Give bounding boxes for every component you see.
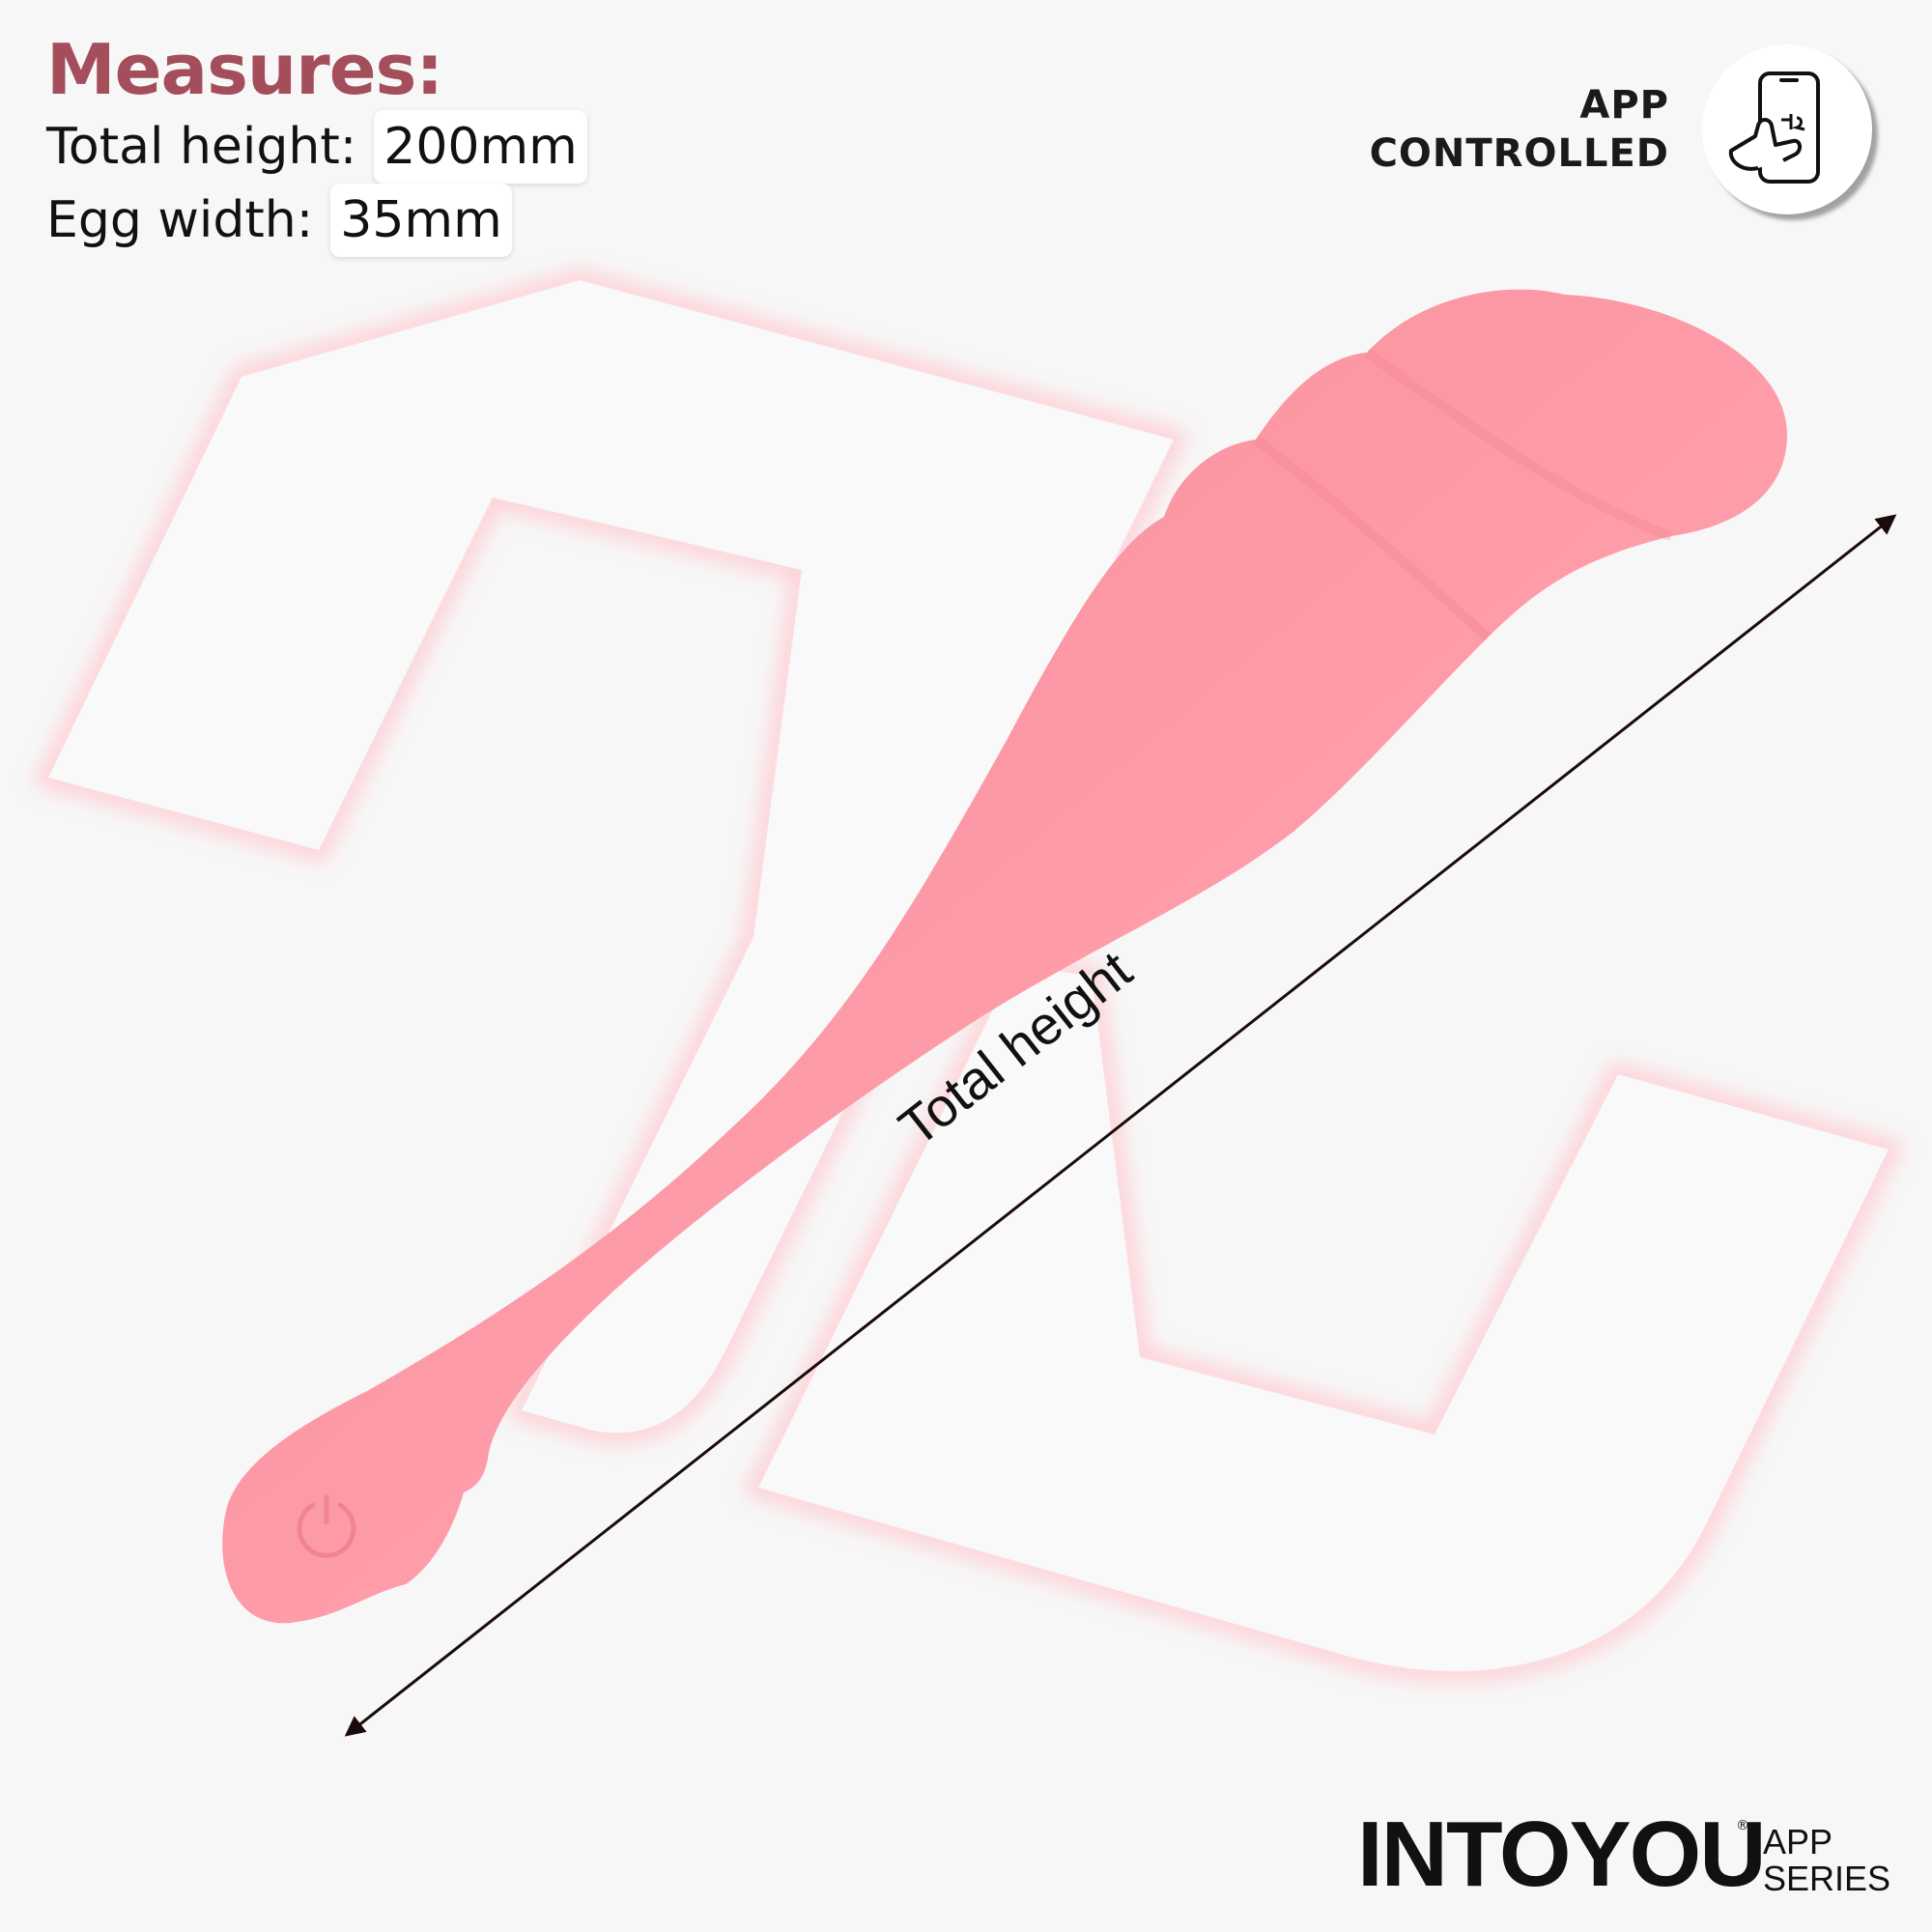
brand-name: INTOYOU (1357, 1803, 1767, 1906)
measures-title: Measures: (46, 29, 443, 110)
measure-row-total-height: Total height: 200mm (46, 110, 587, 184)
app-label-line1: APP (1579, 83, 1669, 128)
app-icon-circle (1702, 44, 1872, 214)
phone-touch-icon (1728, 71, 1820, 184)
measure-row-egg-width: Egg width: 35mm (46, 184, 587, 257)
measure-value: 200mm (374, 110, 587, 184)
measure-label: Egg width: (46, 191, 314, 249)
measure-label: Total height: (46, 118, 357, 176)
brand-registered: ® (1736, 1818, 1749, 1833)
brand-logo: INTOYOU ® APP SERIES (1357, 1806, 1898, 1903)
brand-subtitle: APP SERIES (1763, 1824, 1890, 1897)
measures-panel: Measures: Total height: 200mm Egg width:… (46, 29, 587, 257)
watermark-u (743, 954, 1904, 1683)
app-label-line2: CONTROLLED (1369, 131, 1669, 176)
brand-sub-line1: APP (1763, 1822, 1833, 1861)
app-controlled-badge: APP CONTROLLED (1343, 44, 1884, 228)
dimension-arrow (344, 514, 1897, 1737)
measure-value: 35mm (330, 184, 512, 257)
brand-sub-line2: SERIES (1763, 1859, 1891, 1898)
app-controlled-label: APP CONTROLLED (1370, 81, 1669, 178)
